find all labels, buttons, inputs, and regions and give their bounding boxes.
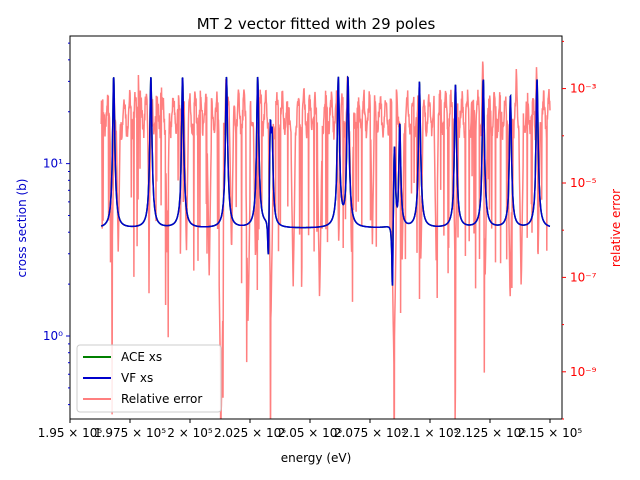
plot-lines [100, 61, 551, 419]
legend-box [76, 344, 222, 413]
x-tick-label: 2.05 × 10⁵ [278, 426, 343, 440]
x-tick-label: 2 × 10⁵ [167, 426, 213, 440]
left-axis-ticks: 10⁰ 10¹ [43, 42, 70, 406]
right-tick-label: 10⁻⁹ [570, 365, 597, 379]
right-axis-label: relative error [609, 189, 623, 267]
x-tick-label: 1.95 × 10⁵ [38, 426, 103, 440]
right-tick-label: 10⁻⁷ [570, 270, 597, 284]
legend: ACE xs VF xs Relative error [76, 344, 222, 413]
left-tick-label: 10¹ [43, 157, 63, 171]
x-tick-label: 2.025 × 10⁵ [214, 426, 286, 440]
x-tick-label: 2.15 × 10⁵ [518, 426, 583, 440]
legend-label-ace: ACE xs [121, 350, 162, 364]
left-axis-label: cross section (b) [15, 179, 29, 278]
chart-title: MT 2 vector fitted with 29 poles [197, 15, 436, 33]
legend-label-error: Relative error [121, 392, 202, 406]
x-tick-label: 2.125 × 10⁵ [454, 426, 526, 440]
series-relative-error-line [100, 61, 551, 419]
plot-frame [69, 35, 563, 420]
legend-label-vf: VF xs [121, 371, 153, 385]
right-tick-label: 10⁻⁵ [570, 176, 597, 190]
x-axis-label: energy (eV) [281, 451, 352, 465]
x-tick-label: 2.1 × 10⁵ [402, 426, 459, 440]
left-tick-label: 10⁰ [43, 329, 63, 343]
x-tick-label: 2.075 × 10⁵ [334, 426, 406, 440]
series-vf-xs-line [100, 75, 551, 286]
right-tick-label: 10⁻³ [570, 82, 597, 96]
x-tick-label: 1.975 × 10⁵ [94, 426, 166, 440]
right-axis-ticks: 10⁻⁹ 10⁻⁷ 10⁻⁵ 10⁻³ [562, 40, 597, 420]
